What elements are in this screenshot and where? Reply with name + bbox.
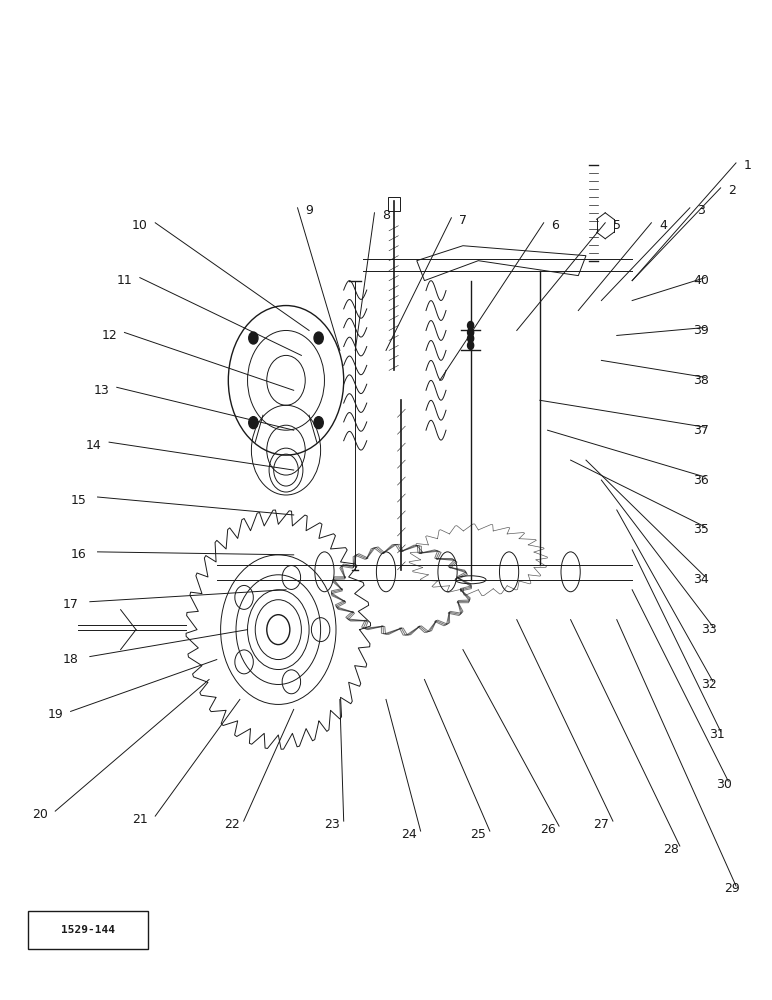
Text: 11: 11 [117,274,132,287]
Text: 26: 26 [540,823,555,836]
Text: 37: 37 [693,424,709,437]
Circle shape [314,417,323,429]
Text: 15: 15 [70,494,86,507]
Text: 18: 18 [63,653,79,666]
Text: 3: 3 [697,204,706,217]
Text: 20: 20 [32,808,48,821]
Text: 25: 25 [470,828,486,841]
Text: 5: 5 [613,219,621,232]
Text: 35: 35 [693,523,709,536]
Text: 39: 39 [693,324,709,337]
Text: 4: 4 [659,219,667,232]
Text: 30: 30 [716,778,733,791]
Text: 28: 28 [662,843,679,856]
Circle shape [468,334,474,342]
Text: 40: 40 [693,274,709,287]
Text: 29: 29 [724,882,740,895]
Text: 22: 22 [225,818,240,831]
Text: 21: 21 [132,813,147,826]
Text: 16: 16 [70,548,86,561]
Text: 9: 9 [305,204,313,217]
Text: 31: 31 [709,728,725,741]
Text: 38: 38 [693,374,709,387]
Text: 1: 1 [743,159,751,172]
Circle shape [249,332,258,344]
Text: 27: 27 [594,818,609,831]
Text: 2: 2 [728,184,736,197]
Text: 14: 14 [86,439,102,452]
Text: 13: 13 [93,384,110,397]
Circle shape [468,328,474,336]
Text: 10: 10 [132,219,147,232]
Text: 6: 6 [551,219,559,232]
Circle shape [249,417,258,429]
Circle shape [314,332,323,344]
Text: 19: 19 [47,708,63,721]
Text: 36: 36 [693,474,709,487]
Text: 8: 8 [382,209,390,222]
Text: 1529-144: 1529-144 [61,925,115,935]
FancyBboxPatch shape [29,911,147,949]
Text: 7: 7 [459,214,467,227]
Text: 24: 24 [401,828,417,841]
Text: 17: 17 [63,598,79,611]
Text: 34: 34 [693,573,709,586]
Text: 12: 12 [101,329,117,342]
Circle shape [468,341,474,349]
Circle shape [468,321,474,329]
Text: 33: 33 [701,623,717,636]
Text: 23: 23 [324,818,340,831]
Bar [388,197,400,211]
Text: 32: 32 [701,678,717,691]
